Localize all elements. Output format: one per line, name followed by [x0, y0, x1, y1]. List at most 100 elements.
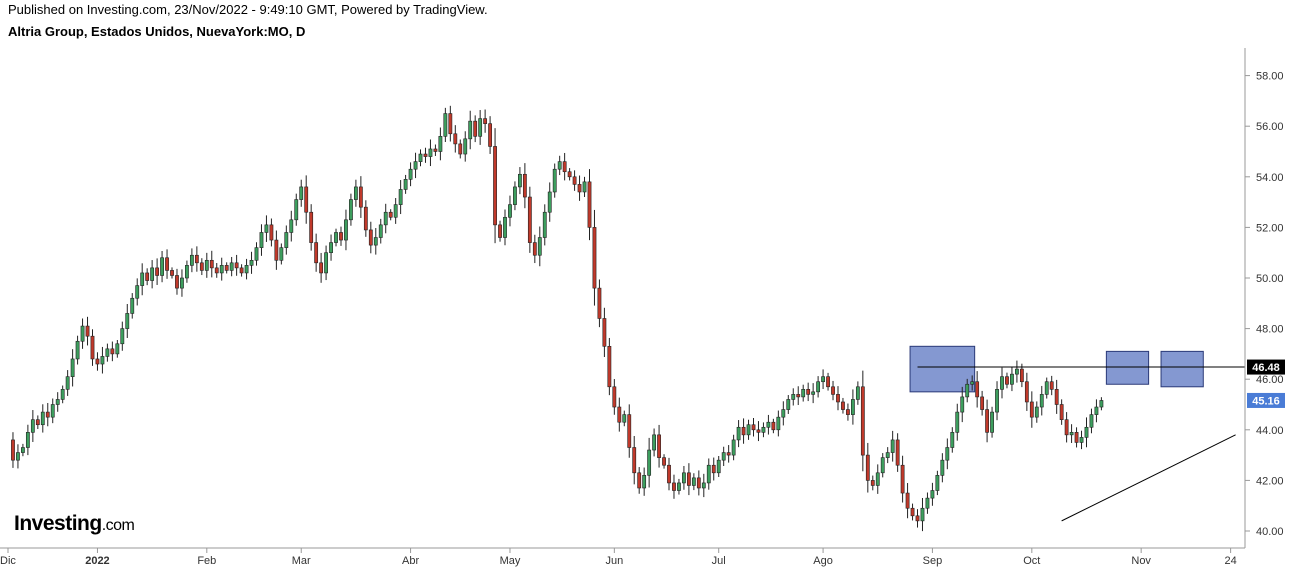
- last-price-tag-label: 45.16: [1252, 395, 1280, 407]
- candle-up: [1010, 373, 1014, 385]
- resistance-price-tag-bg: [1247, 359, 1285, 375]
- candle-up: [1099, 400, 1104, 408]
- candle-up: [344, 219, 348, 241]
- candle-down: [339, 232, 343, 241]
- candle-down: [368, 229, 373, 246]
- y-tick-label: 42.00: [1256, 475, 1284, 487]
- candle-down: [1005, 376, 1009, 385]
- y-tick-label: 46.00: [1256, 374, 1284, 386]
- x-tick-label: Sep: [923, 555, 943, 567]
- candle-up: [115, 343, 120, 355]
- x-tick-label: Oct: [1023, 555, 1040, 567]
- candle-up: [1094, 406, 1099, 415]
- candle-up: [920, 507, 925, 522]
- candle-down: [796, 394, 801, 398]
- highlight-zone-2: [1105, 350, 1150, 385]
- candle-down: [602, 318, 607, 347]
- candle-down: [304, 186, 309, 213]
- candle-up: [950, 432, 955, 448]
- candle-down: [194, 254, 199, 264]
- candle-down: [627, 414, 632, 448]
- candle-up: [16, 452, 20, 461]
- candle-up: [761, 426, 766, 433]
- candle-up: [264, 224, 269, 233]
- candle-up: [1044, 381, 1049, 395]
- candle-up: [284, 232, 289, 248]
- y-tick-label: 56.00: [1256, 121, 1284, 133]
- candle-up: [21, 447, 25, 453]
- candle-down: [587, 181, 592, 228]
- candle-up: [955, 411, 960, 433]
- candle-up: [204, 259, 209, 271]
- candle-up: [25, 432, 30, 448]
- candle-up: [875, 472, 880, 486]
- candle-up: [701, 482, 706, 489]
- candle-down: [895, 439, 900, 466]
- candle-up: [438, 136, 443, 152]
- candle-up: [334, 232, 338, 243]
- candle-down: [1029, 401, 1034, 418]
- candle-up: [677, 482, 681, 491]
- candle-down: [806, 389, 811, 395]
- candle-up: [880, 457, 885, 474]
- highlight-zones: [909, 345, 1204, 393]
- candle-up: [716, 459, 721, 474]
- candle-down: [110, 348, 115, 355]
- candle-up: [1034, 406, 1039, 418]
- candle-down: [269, 224, 274, 241]
- candle-up: [1015, 368, 1019, 375]
- candle-down: [870, 480, 875, 486]
- candle-up: [229, 262, 234, 271]
- candle-up: [1000, 376, 1004, 390]
- symbol-title: Altria Group, Estados Unidos, NuevaYork:…: [8, 24, 306, 39]
- candle-up: [930, 490, 935, 499]
- candle-up: [65, 376, 70, 390]
- candle-down: [458, 143, 463, 155]
- candle-down: [617, 406, 622, 423]
- candle-up: [811, 391, 816, 395]
- x-tick-label: 2022: [85, 555, 109, 567]
- candle-up: [259, 232, 264, 248]
- candle-up: [70, 358, 75, 377]
- candle-down: [831, 386, 835, 395]
- last-price-tag: 45.16: [1247, 392, 1285, 408]
- candle-up: [970, 381, 975, 385]
- candle-up: [542, 211, 547, 238]
- candle-down: [741, 426, 746, 436]
- candle-up: [100, 356, 105, 365]
- candle-up: [130, 297, 135, 314]
- y-tick-label: 44.00: [1256, 425, 1284, 437]
- candle-up: [403, 179, 408, 190]
- trend-lines: [917, 366, 1245, 522]
- candle-down: [572, 176, 577, 185]
- y-tick-label: 40.00: [1256, 526, 1284, 538]
- candle-down: [975, 381, 980, 398]
- candle-up: [443, 113, 448, 137]
- candle-down: [1064, 419, 1069, 436]
- support-trend-line: [1061, 434, 1236, 522]
- candle-up: [378, 224, 383, 238]
- candle-up: [324, 252, 328, 274]
- candle-up: [1069, 432, 1074, 436]
- candle-down: [319, 262, 324, 274]
- highlight-zone-3: [1160, 350, 1204, 388]
- candle-up: [55, 399, 60, 405]
- candle-up: [801, 389, 806, 398]
- candle-down: [388, 211, 393, 218]
- candle-up: [468, 120, 473, 140]
- candle-up: [582, 181, 587, 193]
- candle-down: [45, 411, 50, 418]
- candle-up: [254, 247, 259, 261]
- candles: [11, 105, 1104, 532]
- investing-logo: Investing.com: [14, 512, 135, 536]
- candle-down: [11, 439, 15, 461]
- candle-down: [1049, 381, 1054, 390]
- y-tick-label: 50.00: [1256, 273, 1284, 285]
- candle-down: [696, 477, 701, 489]
- candle-up: [736, 426, 741, 441]
- candle-up: [189, 254, 194, 266]
- candle-up: [418, 153, 423, 162]
- candle-up: [349, 199, 353, 221]
- candle-up: [766, 421, 771, 428]
